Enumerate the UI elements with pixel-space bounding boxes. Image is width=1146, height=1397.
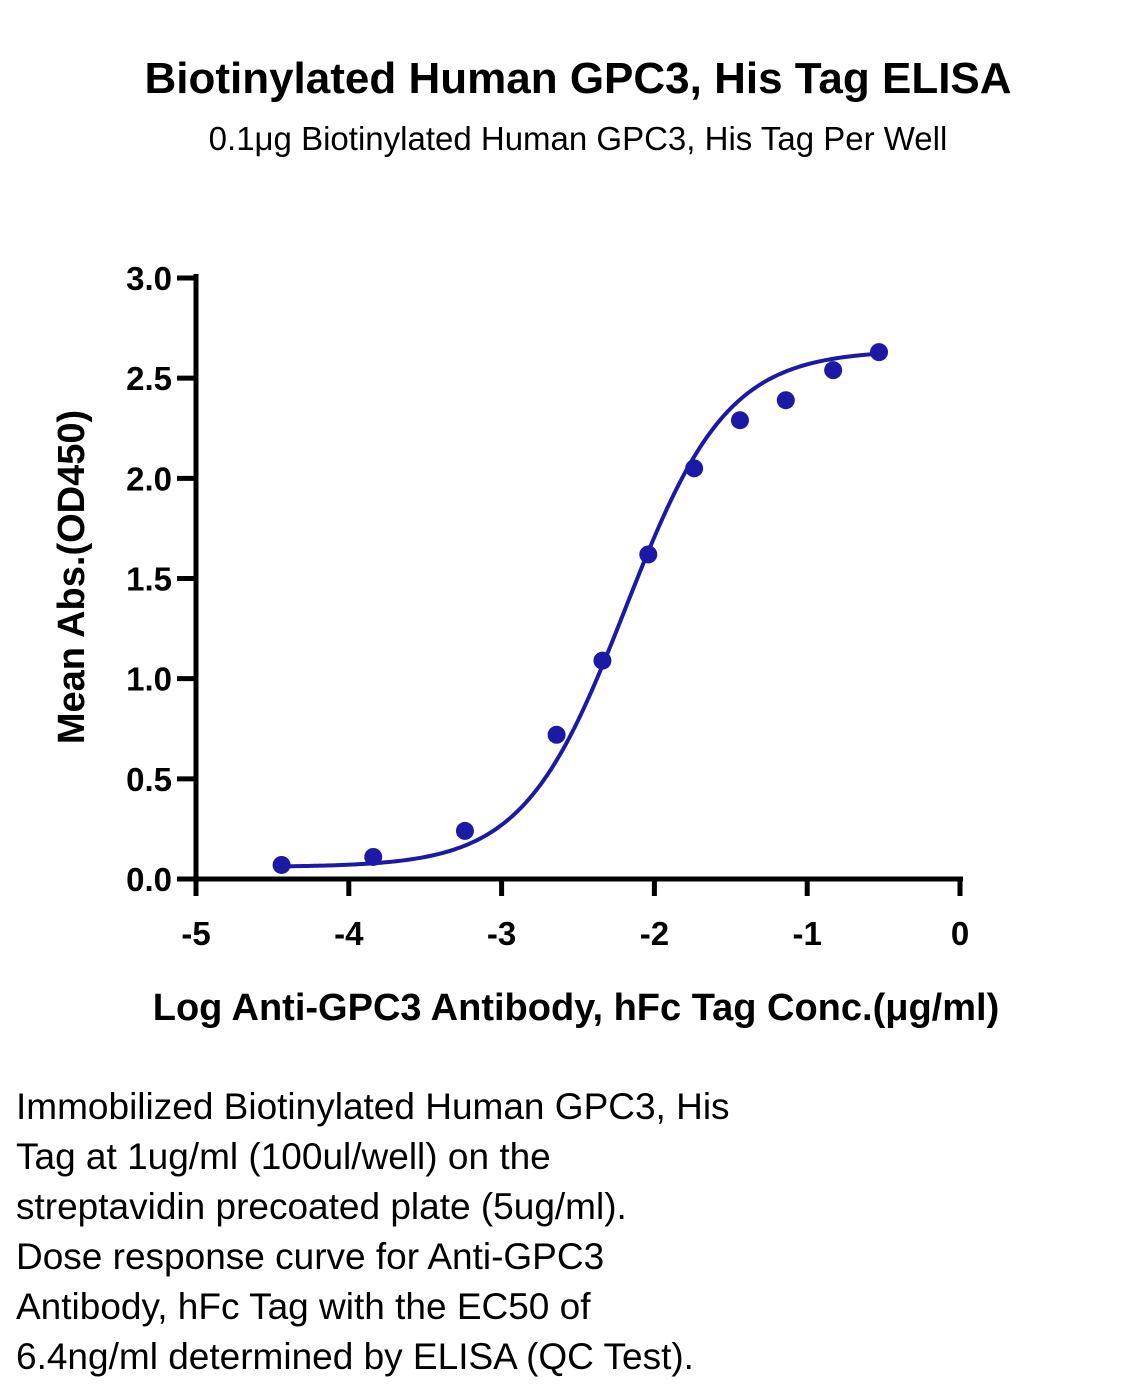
fit-curve: [281, 351, 880, 869]
caption-line: Dose response curve for Anti-GPC3: [16, 1236, 605, 1277]
data-point: [685, 459, 704, 478]
data-point: [639, 545, 658, 564]
data-point: [870, 343, 889, 362]
chart-title: Biotinylated Human GPC3, His Tag ELISA: [144, 54, 1011, 103]
caption-line: Immobilized Biotinylated Human GPC3, His: [16, 1086, 730, 1127]
elisa-chart: Biotinylated Human GPC3, His Tag ELISA 0…: [51, 54, 1012, 1029]
y-tick-label: 3.0: [126, 260, 172, 297]
y-tick-label: 0.5: [126, 761, 172, 798]
y-tick-label: 0.0: [126, 861, 172, 898]
y-tick-label: 2.0: [126, 460, 172, 497]
data-point: [593, 651, 612, 670]
caption-line: streptavidin precoated plate (5ug/ml).: [16, 1186, 627, 1227]
data-point: [455, 821, 474, 840]
y-axis-title: Mean Abs.(OD450): [51, 410, 93, 744]
x-tick-label: -2: [640, 915, 669, 952]
data-point: [730, 411, 749, 430]
axes: 0.0 0.5 1.0 1.5 2.0 2.5 3.0 -5 -4 -3 -2 -1 0: [126, 260, 969, 952]
x-tick-label: -4: [334, 915, 364, 952]
caption-line: Tag at 1ug/ml (100ul/well) on the: [16, 1136, 551, 1177]
caption-line: Antibody, hFc Tag with the EC50 of: [16, 1286, 591, 1327]
x-tick-label: -5: [181, 915, 210, 952]
caption: Immobilized Biotinylated Human GPC3, His…: [16, 1082, 1126, 1382]
data-point: [776, 391, 795, 410]
data-point: [272, 855, 291, 874]
y-tick-label: 1.0: [126, 661, 172, 698]
data-point: [547, 725, 566, 744]
data-point: [824, 361, 843, 380]
x-tick-label: 0: [951, 915, 969, 952]
data-point: [364, 847, 383, 866]
x-tick-label: -1: [793, 915, 822, 952]
y-tick-label: 2.5: [126, 360, 172, 397]
caption-line: 6.4ng/ml determined by ELISA (QC Test).: [16, 1336, 694, 1377]
y-tick-label: 1.5: [126, 561, 172, 598]
x-axis-title: Log Anti-GPC3 Antibody, hFc Tag Conc.(μg…: [153, 987, 1000, 1029]
plot-area: [272, 343, 889, 874]
x-tick-label: -3: [487, 915, 516, 952]
chart-subtitle: 0.1μg Biotinylated Human GPC3, His Tag P…: [209, 120, 948, 157]
